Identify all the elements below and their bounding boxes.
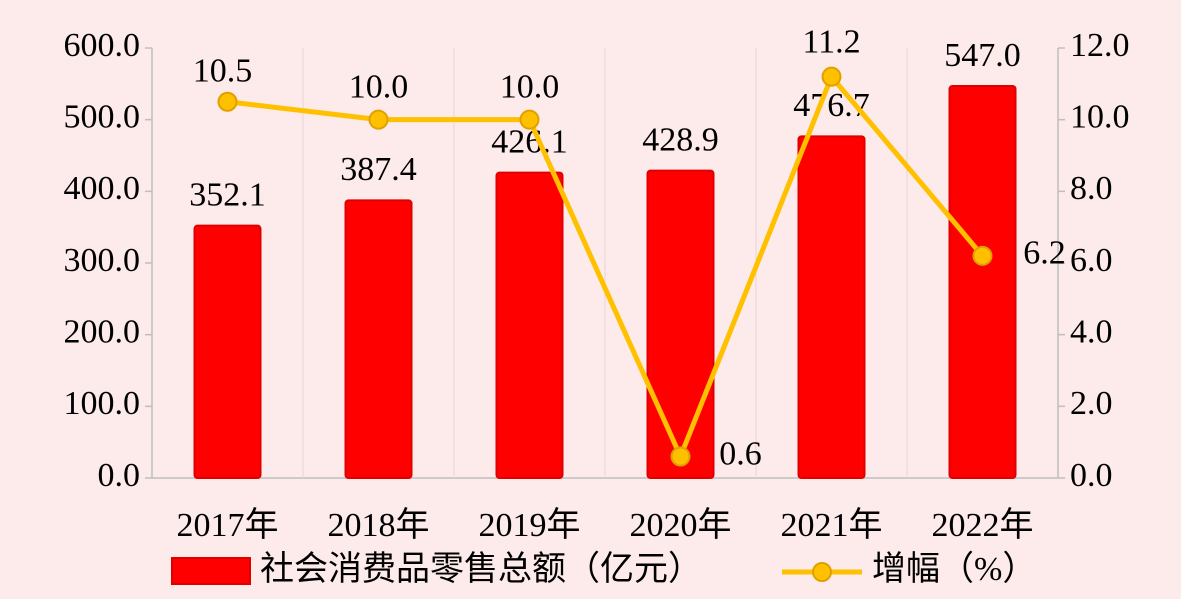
- bar: [344, 199, 413, 479]
- y-tick-label: 400.0: [64, 170, 141, 207]
- legend-label: 社会消费品零售总额（亿元）: [260, 550, 702, 588]
- line-value-label: 10.5: [193, 53, 253, 90]
- bar-value-label: 352.1: [189, 176, 266, 213]
- x-tick-label: 2018年: [328, 506, 430, 544]
- x-tick-label: 2021年: [781, 506, 883, 544]
- bar-value-label: 547.0: [944, 37, 1021, 74]
- bar: [797, 135, 866, 480]
- y2-tick-label: 10.0: [1070, 98, 1130, 135]
- bar-value-label: 428.9: [642, 121, 719, 158]
- bar: [948, 84, 1017, 479]
- bar: [193, 224, 262, 479]
- x-tick-label: 2017年: [177, 506, 279, 544]
- legend-label: 增幅（%）: [872, 550, 1036, 588]
- y-tick-label: 300.0: [64, 242, 141, 279]
- line-value-label: 10.0: [349, 68, 409, 105]
- y-tick-label: 200.0: [64, 313, 141, 350]
- y2-tick-label: 6.0: [1070, 242, 1113, 279]
- line-value-label: 10.0: [500, 68, 560, 105]
- bar: [495, 171, 564, 479]
- y-tick-label: 600.0: [64, 27, 141, 64]
- y-tick-label: 500.0: [64, 98, 141, 135]
- legend-swatch: [171, 557, 251, 585]
- y2-tick-label: 2.0: [1070, 385, 1113, 422]
- y2-tick-label: 0.0: [1070, 457, 1113, 494]
- y-tick-label: 0.0: [98, 457, 141, 494]
- y2-tick-label: 8.0: [1070, 170, 1113, 207]
- legend-swatch: [812, 562, 832, 582]
- x-tick-label: 2019年: [479, 506, 581, 544]
- line-marker: [972, 245, 993, 266]
- x-tick-label: 2020年: [630, 506, 732, 544]
- y2-tick-label: 12.0: [1070, 27, 1130, 64]
- line-value-label: 11.2: [802, 23, 860, 60]
- x-tick-label: 2022年: [932, 506, 1034, 544]
- line-marker: [368, 109, 389, 130]
- line-value-label: 0.6: [719, 435, 762, 472]
- y2-tick-label: 4.0: [1070, 313, 1113, 350]
- line-marker: [821, 66, 842, 87]
- bar-value-label: 387.4: [340, 151, 417, 188]
- y-tick-label: 100.0: [64, 385, 141, 422]
- bar: [646, 169, 715, 479]
- line: [227, 71, 985, 463]
- line-marker: [217, 91, 238, 112]
- line-marker: [519, 109, 540, 130]
- line-value-label: 6.2: [1023, 235, 1066, 272]
- line-marker: [670, 446, 691, 467]
